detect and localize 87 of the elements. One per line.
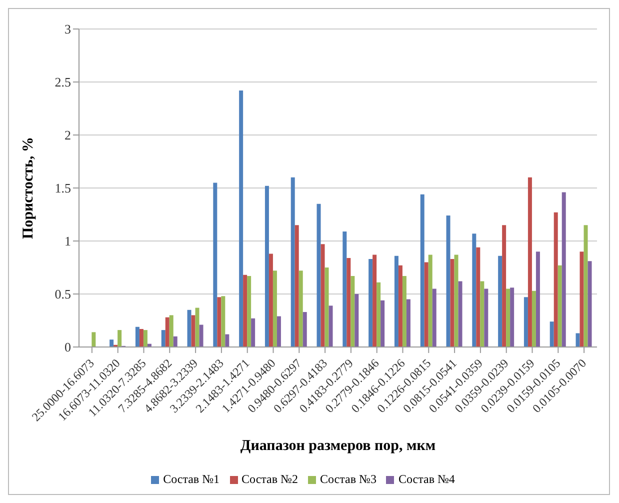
bar [328, 306, 333, 347]
bar [191, 315, 196, 347]
y-tick-label: 2.5 [54, 74, 71, 90]
bar [424, 262, 428, 347]
bar [165, 317, 170, 347]
bar [173, 336, 178, 347]
bar [498, 256, 502, 347]
bar [324, 268, 329, 347]
y-tick-label: 3 [64, 22, 71, 37]
bar [562, 192, 566, 347]
bar [346, 258, 351, 347]
legend-label: Состав №4 [398, 472, 455, 486]
bar [380, 300, 385, 347]
legend-label: Состав №1 [163, 472, 220, 486]
bar [376, 282, 381, 347]
y-tick-label: 0.5 [54, 286, 71, 302]
x-axis-title: Диапазон размеров пор, мкм [240, 438, 436, 454]
bar [536, 252, 540, 347]
bar [432, 288, 436, 347]
bar [458, 281, 462, 347]
bar [302, 312, 307, 347]
bar [402, 276, 406, 347]
bar [199, 324, 204, 347]
bar [320, 244, 325, 347]
bar [110, 340, 114, 347]
bar [476, 247, 480, 347]
bar [480, 281, 484, 347]
bar [264, 186, 269, 347]
bar [420, 194, 424, 347]
bar [143, 330, 148, 347]
bar [350, 276, 355, 347]
bar [580, 252, 584, 347]
bar [290, 177, 295, 347]
bar [368, 259, 373, 347]
bar [524, 297, 528, 347]
y-tick-label: 2 [64, 128, 71, 143]
bar [398, 265, 402, 347]
bar [298, 270, 303, 347]
bar [342, 231, 347, 347]
bar [135, 326, 140, 347]
bar [510, 288, 514, 347]
bar [243, 274, 248, 347]
bar [550, 322, 554, 347]
bar [316, 204, 321, 347]
bar [354, 294, 359, 347]
bar [406, 299, 410, 347]
bar [372, 254, 377, 347]
bar [454, 254, 458, 347]
bar [92, 332, 96, 347]
bar [213, 182, 218, 347]
bar [251, 318, 256, 347]
y-tick-label: 0 [64, 340, 71, 355]
bar [502, 225, 506, 347]
bar [272, 270, 277, 347]
bar [294, 225, 299, 347]
bar [576, 333, 580, 347]
bar [139, 328, 144, 347]
bar [528, 177, 532, 347]
y-tick-label: 1.5 [54, 180, 71, 196]
bar [394, 256, 398, 347]
y-axis-title: Пористость, % [20, 137, 36, 239]
bar [450, 259, 454, 347]
bar [446, 216, 450, 347]
bar [484, 288, 488, 347]
bar [118, 330, 122, 347]
bar [276, 316, 281, 347]
bar [584, 225, 588, 347]
bar [221, 296, 226, 347]
bar [195, 308, 200, 347]
bar [558, 265, 562, 347]
bar [268, 254, 273, 347]
y-tick-label: 1 [64, 234, 71, 249]
bar [161, 330, 166, 347]
bar [247, 276, 252, 347]
bar [169, 315, 174, 347]
bar [428, 254, 432, 347]
bar [187, 310, 192, 347]
bar [532, 290, 536, 347]
legend-label: Состав №2 [242, 472, 298, 486]
legend-label: Состав №3 [320, 472, 376, 486]
bar [225, 334, 230, 347]
bar [554, 212, 558, 347]
bar [506, 288, 510, 347]
bar [217, 297, 222, 347]
bar [239, 90, 244, 347]
bar [472, 234, 476, 347]
bar [588, 261, 592, 347]
